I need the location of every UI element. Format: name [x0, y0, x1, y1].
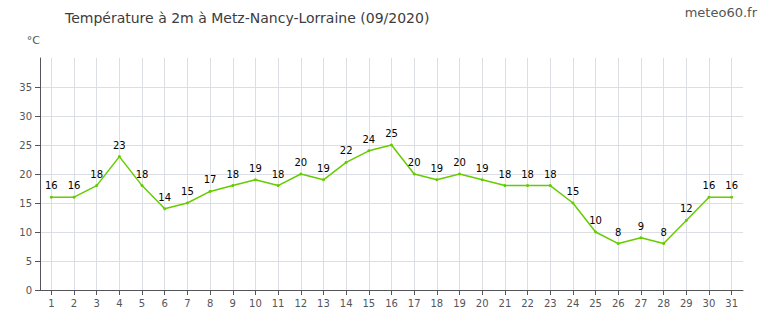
svg-text:20: 20 [453, 157, 466, 168]
svg-text:17: 17 [408, 298, 421, 309]
svg-text:19: 19 [317, 163, 330, 174]
svg-text:18: 18 [521, 169, 534, 180]
svg-text:19: 19 [453, 298, 466, 309]
svg-text:15: 15 [362, 298, 375, 309]
svg-text:7: 7 [184, 298, 190, 309]
svg-text:18: 18 [272, 169, 285, 180]
svg-text:16: 16 [68, 180, 81, 191]
svg-text:16: 16 [725, 180, 738, 191]
svg-text:16: 16 [703, 180, 716, 191]
svg-text:1: 1 [48, 298, 54, 309]
svg-text:20: 20 [476, 298, 489, 309]
svg-text:3: 3 [94, 298, 100, 309]
svg-text:9: 9 [638, 221, 644, 232]
svg-text:10: 10 [19, 227, 32, 238]
svg-text:15: 15 [19, 198, 32, 209]
svg-text:18: 18 [136, 169, 149, 180]
svg-text:6: 6 [162, 298, 168, 309]
svg-text:20: 20 [408, 157, 421, 168]
svg-text:14: 14 [158, 192, 171, 203]
svg-text:10: 10 [589, 215, 602, 226]
svg-text:8: 8 [207, 298, 213, 309]
svg-text:18: 18 [430, 298, 443, 309]
svg-text:30: 30 [703, 298, 716, 309]
svg-text:31: 31 [725, 298, 738, 309]
svg-text:18: 18 [226, 169, 239, 180]
svg-text:20: 20 [19, 169, 32, 180]
svg-text:5: 5 [139, 298, 145, 309]
svg-text:23: 23 [113, 140, 126, 151]
svg-text:27: 27 [635, 298, 648, 309]
svg-text:22: 22 [340, 145, 353, 156]
svg-text:18: 18 [90, 169, 103, 180]
svg-text:15: 15 [181, 186, 194, 197]
svg-text:11: 11 [272, 298, 285, 309]
svg-text:10: 10 [249, 298, 262, 309]
svg-text:19: 19 [476, 163, 489, 174]
svg-text:20: 20 [294, 157, 307, 168]
svg-text:18: 18 [544, 169, 557, 180]
svg-text:25: 25 [385, 128, 398, 139]
svg-text:30: 30 [19, 111, 32, 122]
svg-text:19: 19 [249, 163, 262, 174]
svg-text:28: 28 [657, 298, 670, 309]
svg-text:15: 15 [567, 186, 580, 197]
svg-text:2: 2 [71, 298, 77, 309]
svg-text:4: 4 [116, 298, 122, 309]
svg-text:14: 14 [340, 298, 353, 309]
svg-text:8: 8 [660, 227, 666, 238]
svg-text:°C: °C [27, 34, 41, 47]
svg-text:25: 25 [589, 298, 602, 309]
svg-text:22: 22 [521, 298, 534, 309]
svg-text:23: 23 [544, 298, 557, 309]
svg-text:24: 24 [362, 134, 375, 145]
svg-text:24: 24 [567, 298, 580, 309]
svg-text:16: 16 [45, 180, 58, 191]
svg-text:Température à 2m à Metz-Nancy-: Température à 2m à Metz-Nancy-Lorraine (… [64, 10, 429, 26]
svg-text:26: 26 [612, 298, 625, 309]
svg-text:12: 12 [680, 203, 693, 214]
svg-text:meteo60.fr: meteo60.fr [685, 5, 758, 20]
svg-text:25: 25 [19, 140, 32, 151]
svg-text:16: 16 [385, 298, 398, 309]
svg-text:29: 29 [680, 298, 693, 309]
svg-text:9: 9 [230, 298, 236, 309]
svg-text:13: 13 [317, 298, 330, 309]
svg-text:19: 19 [430, 163, 443, 174]
svg-text:17: 17 [204, 174, 217, 185]
svg-text:18: 18 [499, 169, 512, 180]
svg-text:35: 35 [19, 82, 32, 93]
svg-text:0: 0 [26, 285, 32, 296]
svg-text:12: 12 [294, 298, 307, 309]
svg-text:5: 5 [26, 256, 32, 267]
svg-text:21: 21 [499, 298, 512, 309]
svg-text:8: 8 [615, 227, 621, 238]
